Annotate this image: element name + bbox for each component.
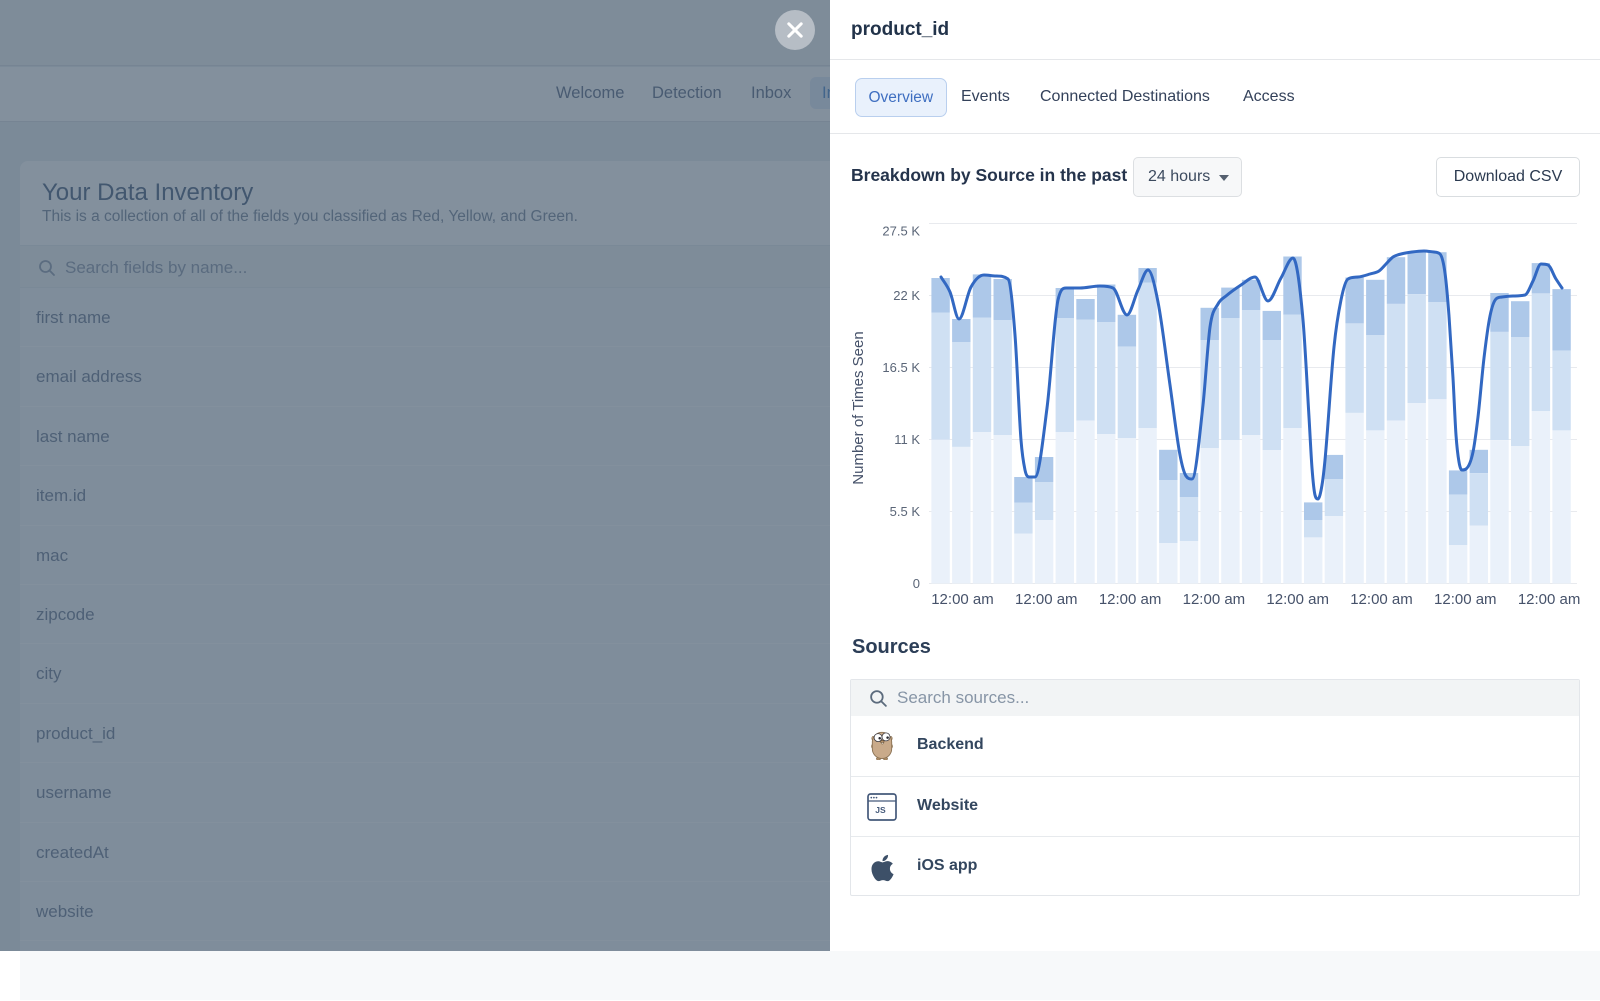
svg-text:12:00 am: 12:00 am (1434, 591, 1497, 608)
svg-text:12:00 am: 12:00 am (1015, 591, 1078, 608)
svg-text:Number of Times Seen: Number of Times Seen (850, 331, 867, 484)
svg-text:12:00 am: 12:00 am (1518, 591, 1581, 608)
svg-text:27.5 K: 27.5 K (882, 224, 920, 239)
svg-text:5.5 K: 5.5 K (890, 504, 921, 519)
svg-text:22 K: 22 K (893, 288, 920, 303)
svg-text:12:00 am: 12:00 am (931, 591, 994, 608)
svg-text:12:00 am: 12:00 am (1350, 591, 1413, 608)
svg-text:0: 0 (913, 576, 920, 591)
svg-text:12:00 am: 12:00 am (1183, 591, 1246, 608)
svg-text:16.5 K: 16.5 K (882, 360, 920, 375)
svg-text:11 K: 11 K (894, 432, 920, 447)
svg-text:JS: JS (875, 805, 886, 815)
svg-text:12:00 am: 12:00 am (1266, 591, 1329, 608)
svg-text:12:00 am: 12:00 am (1099, 591, 1162, 608)
